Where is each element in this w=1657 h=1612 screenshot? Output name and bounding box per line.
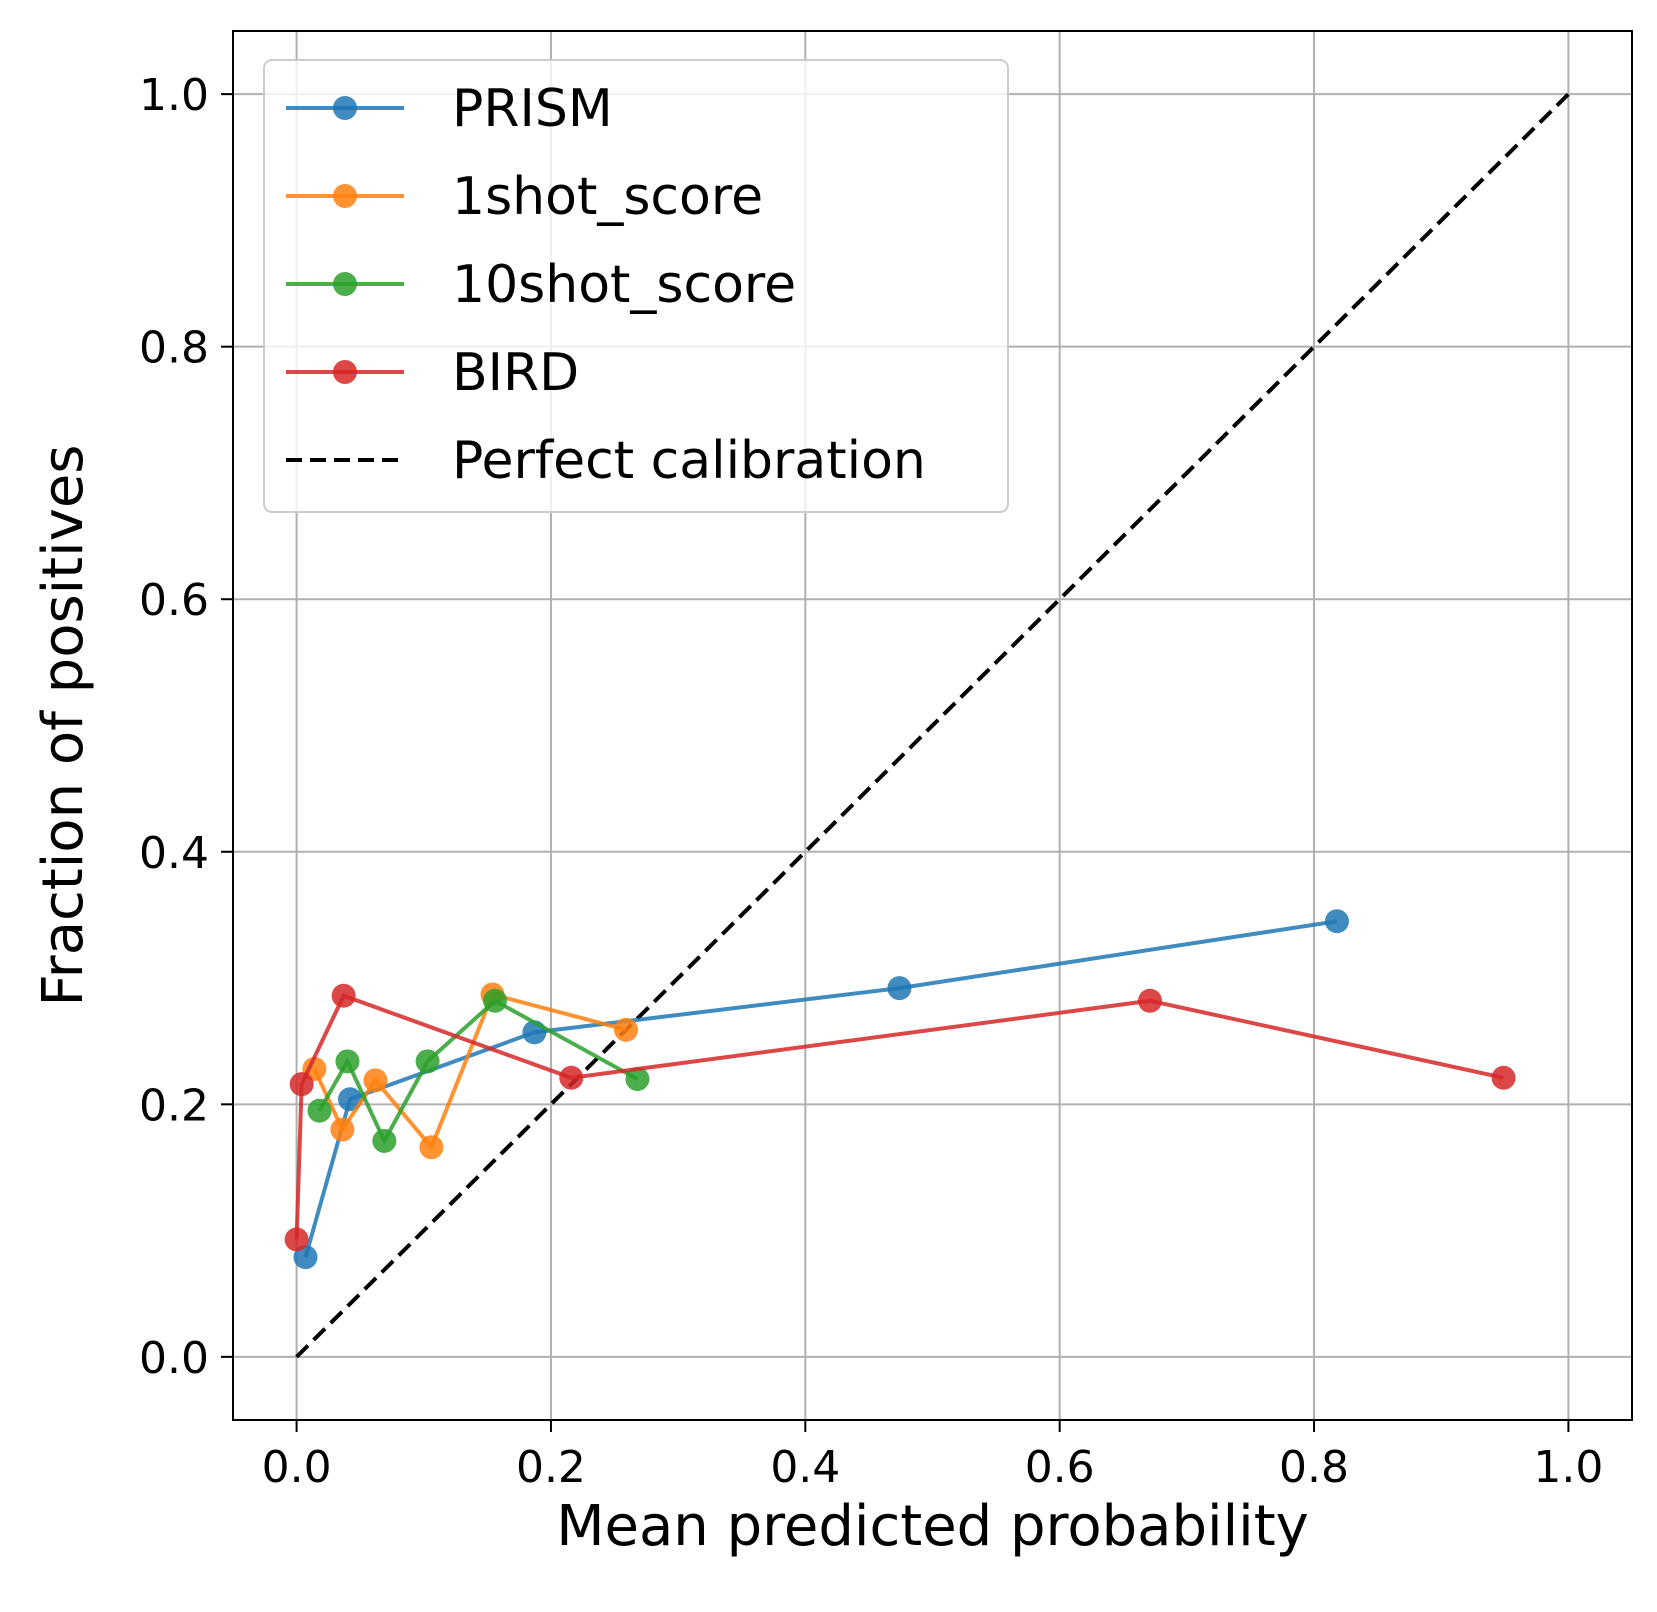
data-point-10shot-score (482, 988, 507, 1013)
y-tick-label: 0.0 (139, 1333, 209, 1384)
y-tick-label: 0.4 (139, 828, 209, 879)
legend-item-bird: BIRD (286, 343, 579, 403)
y-tick-label: 0.2 (139, 1080, 209, 1131)
legend-item-prism: PRISM (286, 79, 613, 139)
plot-frame (232, 30, 1633, 1421)
legend-box (263, 59, 1009, 513)
series-bird (284, 983, 1516, 1252)
data-point-10shot-score (372, 1128, 397, 1153)
data-point-bird (1137, 988, 1162, 1013)
legend-label: 10shot_score (452, 255, 796, 315)
series-layer (284, 909, 1516, 1270)
y-tick-label: 0.6 (139, 575, 209, 626)
data-point-1shot-score (330, 1117, 355, 1142)
perfect-calibration-line (295, 92, 1570, 1359)
legend-marker (333, 184, 357, 208)
legend-label: 1shot_score (452, 167, 763, 227)
data-point-bird (331, 983, 356, 1008)
legend-marker (333, 272, 357, 296)
data-point-1shot-score (419, 1135, 444, 1160)
data-point-bird (284, 1227, 309, 1252)
series-line-bird (294, 993, 1504, 1240)
legend-marker (333, 96, 357, 120)
data-point-prism (338, 1087, 363, 1112)
x-tick-label: 0.8 (1279, 1442, 1349, 1493)
axis-ticks: 0.0 0.2 0.4 0.6 0.8 1.0 0.0 0.2 0.4 0.6 0.8 1.0 (139, 70, 1603, 1493)
data-point-bird (1491, 1065, 1516, 1090)
data-point-prism (1324, 909, 1349, 934)
x-tick-label: 1.0 (1533, 1442, 1603, 1493)
legend-item-10shot-score: 10shot_score (286, 255, 796, 315)
series-10shot-score (307, 988, 650, 1153)
data-point-10shot-score (335, 1049, 360, 1074)
series-line-prism (303, 919, 1338, 1258)
legend-marker (333, 360, 357, 384)
data-point-10shot-score (415, 1049, 440, 1074)
y-tick-label: 0.8 (139, 323, 209, 374)
x-tick-label: 0.4 (770, 1442, 840, 1493)
reference-line-layer (295, 92, 1570, 1359)
x-tick-label: 0.6 (1025, 1442, 1095, 1493)
legend-item-perfect-calibration: Perfect calibration (286, 431, 926, 491)
data-point-bird (289, 1072, 314, 1097)
x-tick-label: 0.0 (262, 1442, 332, 1493)
legend: PRISM 1shot_score 10shot_score BIRD Perfect … (263, 59, 1009, 513)
data-point-10shot-score (625, 1067, 650, 1092)
series-prism (293, 909, 1349, 1270)
data-point-prism (293, 1245, 318, 1270)
data-point-1shot-score (363, 1068, 388, 1093)
data-point-10shot-score (307, 1098, 332, 1123)
data-point-1shot-score (613, 1017, 638, 1042)
y-axis-label: Fraction of positives (31, 445, 96, 1007)
legend-label: Perfect calibration (452, 431, 926, 491)
legend-label: PRISM (452, 79, 613, 139)
data-point-prism (887, 976, 912, 1001)
data-point-bird (559, 1065, 584, 1090)
x-axis-label: Mean predicted probability (556, 1494, 1309, 1559)
y-tick-label: 1.0 (139, 70, 209, 121)
x-tick-label: 0.2 (516, 1442, 586, 1493)
legend-label: BIRD (452, 343, 579, 403)
legend-item-1shot-score: 1shot_score (286, 167, 763, 227)
